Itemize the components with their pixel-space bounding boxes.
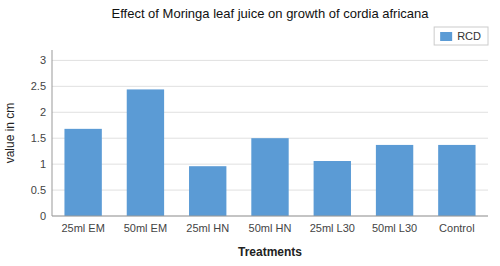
x-tick-label: 50ml HN: [249, 222, 292, 234]
y-tick-label: 2.5: [31, 80, 46, 92]
grid-line: [52, 86, 488, 87]
grid-line: [52, 216, 488, 217]
bars: [64, 89, 475, 216]
bar: [64, 129, 101, 216]
x-tick-label: Control: [439, 222, 474, 234]
chart-title: Effect of Moringa leaf juice on growth o…: [112, 6, 430, 21]
y-tick-label: 0: [40, 210, 46, 222]
legend-label: RCD: [457, 30, 481, 42]
bar: [251, 138, 288, 216]
bar: [376, 145, 413, 216]
y-tick-label: 2: [40, 106, 46, 118]
bar: [438, 145, 475, 216]
x-axis-line: [52, 216, 488, 217]
x-tick-label: 25ml HN: [186, 222, 229, 234]
y-grid: [52, 60, 488, 216]
bar: [314, 161, 351, 216]
y-tick-label: 3: [40, 54, 46, 66]
legend: RCD: [434, 27, 488, 45]
legend-frame: [434, 27, 488, 45]
y-axis-line: [52, 50, 53, 216]
legend-swatch: [440, 32, 452, 41]
x-tick-label: 25ml L30: [310, 222, 355, 234]
x-axis-label: Treatments: [238, 245, 302, 259]
x-tick-label: 25ml EM: [61, 222, 104, 234]
bar: [127, 89, 164, 216]
y-tick-label: 0.5: [31, 184, 46, 196]
grid-line: [52, 60, 488, 61]
x-tick-label: 50ml EM: [124, 222, 167, 234]
y-axis-label: value in cm: [3, 103, 17, 164]
y-tick-label: 1.5: [31, 132, 46, 144]
bar: [189, 166, 226, 216]
y-tick-label: 1: [40, 158, 46, 170]
grid-line: [52, 112, 488, 113]
chart-svg: 0 0.5 1 1.5 2 2.5 3 25ml EM 50ml EM 25ml HN 50ml H…: [0, 0, 500, 266]
chart-container: 0 0.5 1 1.5 2 2.5 3 25ml EM 50ml EM 25ml HN 50ml H…: [0, 0, 500, 266]
x-tick-label: 50ml L30: [372, 222, 417, 234]
